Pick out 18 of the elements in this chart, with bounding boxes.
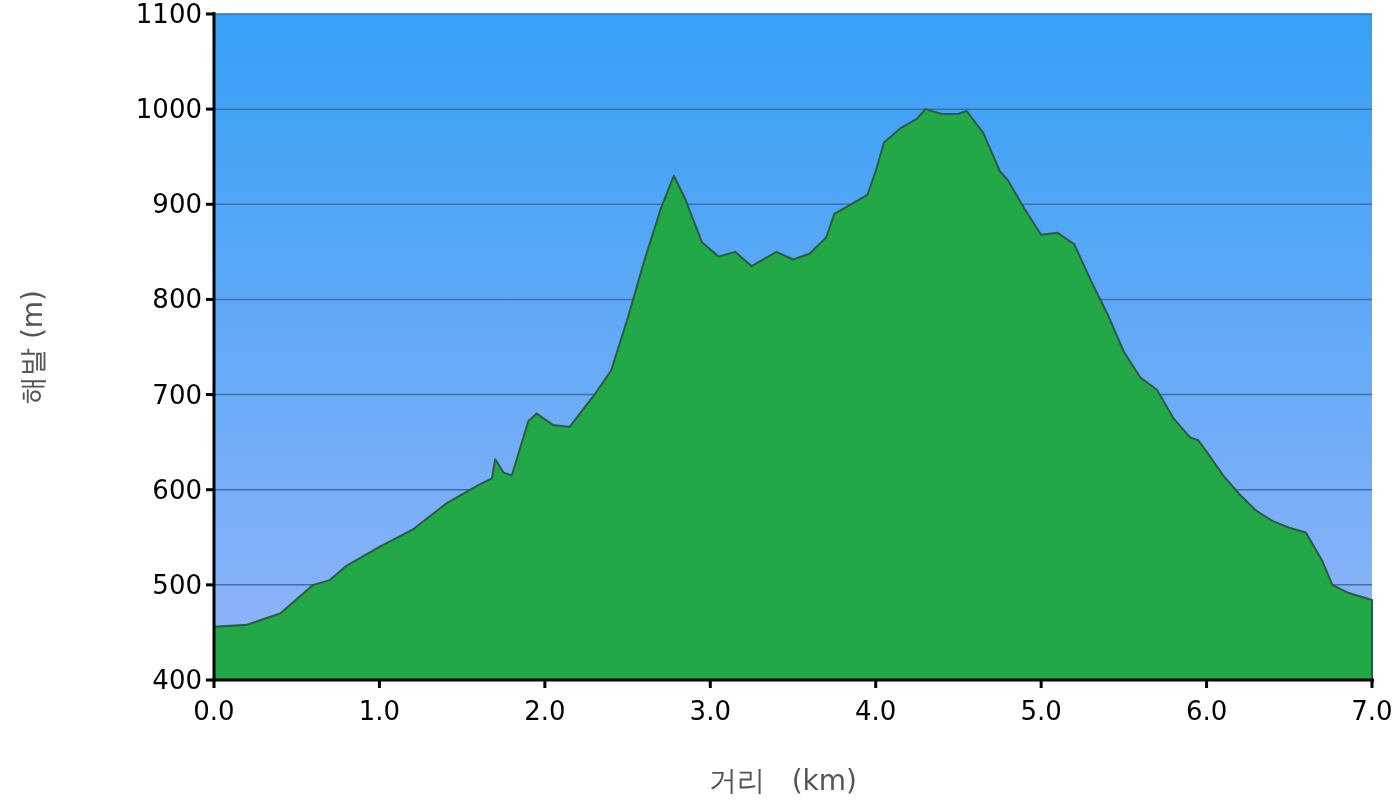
x-tick-label: 3.0	[689, 696, 731, 726]
x-tick-label: 2.0	[524, 696, 566, 726]
y-axis-title: 해발 (m)	[16, 289, 49, 405]
x-tick-label: 7.0	[1351, 696, 1393, 726]
x-axis-title: 거리 (km)	[708, 764, 858, 797]
x-tick-label: 1.0	[358, 696, 401, 726]
y-tick-label: 1100	[135, 0, 202, 29]
y-tick-label: 1000	[135, 94, 202, 125]
y-tick-label: 500	[152, 569, 202, 600]
y-tick-label: 700	[152, 379, 202, 410]
y-tick-label: 400	[152, 665, 202, 695]
y-tick-label: 600	[152, 474, 202, 505]
x-tick-label: 0.0	[193, 696, 235, 726]
x-tick-label: 4.0	[855, 696, 897, 726]
y-tick-label: 900	[152, 189, 202, 220]
x-tick-label: 5.0	[1020, 696, 1062, 726]
y-tick-label: 800	[152, 284, 202, 315]
x-tick-label: 6.0	[1185, 696, 1228, 726]
